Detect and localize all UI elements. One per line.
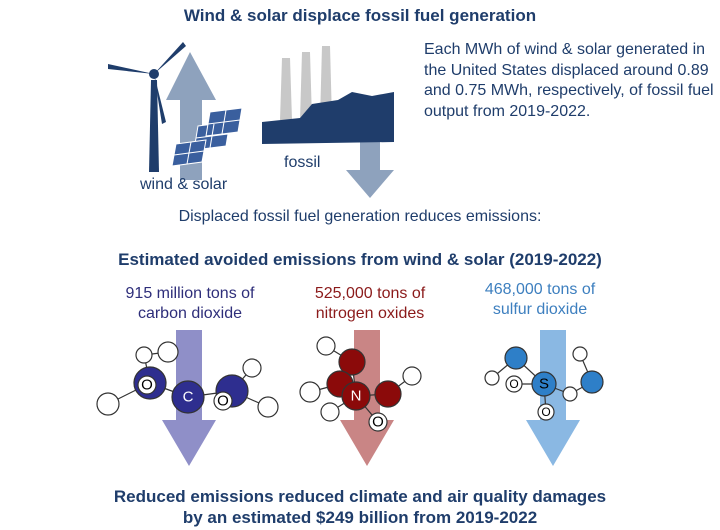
co2-emission-label: 915 million tons of carbon dioxide [90,284,290,324]
so2-side-atom-1: O [509,377,518,391]
co2-center-atom: C [183,389,194,406]
nox-center-atom: N [351,388,362,405]
nox-name: nitrogen oxides [315,305,425,322]
wind-solar-label: wind & solar [140,176,228,193]
so2-side-atom-2: O [541,405,550,419]
nox-emission-label: 525,000 tons of nitrogen oxides [270,284,470,324]
co2-amount: 915 million tons of [125,285,255,302]
solar-panel-icon [171,107,243,167]
avoided-emissions-title: Estimated avoided emissions from wind & … [118,250,602,269]
co2-side-atom-1: O [141,377,153,394]
co2-molecule-icon [96,341,279,418]
up-arrow [166,52,216,180]
so2-arrow [526,330,580,466]
down-arrow [346,130,394,198]
wind-turbine-icon [108,42,186,172]
fossil-label: fossil [284,154,321,171]
so2-emission-label: 468,000 tons of sulfur dioxide [440,280,640,320]
co2-side-atom-2: O [217,393,229,410]
footer-summary: Reduced emissions reduced climate and ai… [0,486,720,528]
so2-molecule-icon [484,346,604,421]
nox-molecule-icon [299,336,422,432]
co2-name: carbon dioxide [137,305,243,322]
nox-amount: 525,000 tons of [314,285,426,302]
so2-name: sulfur dioxide [492,301,588,318]
footer-line-2: by an estimated $249 billion from 2019-2… [182,508,538,527]
page-title: Wind & solar displace fossil fuel genera… [183,6,537,25]
displaced-text: Displaced fossil fuel generation reduces… [178,208,542,225]
so2-amount: 468,000 tons of [484,281,596,298]
description: Each MWh of wind & solar generated in th… [424,41,714,120]
so2-center-atom: S [539,376,549,393]
power-plant-icon [262,46,394,144]
nox-side-atom: O [372,414,384,431]
footer-line-1: Reduced emissions reduced climate and ai… [113,487,607,506]
